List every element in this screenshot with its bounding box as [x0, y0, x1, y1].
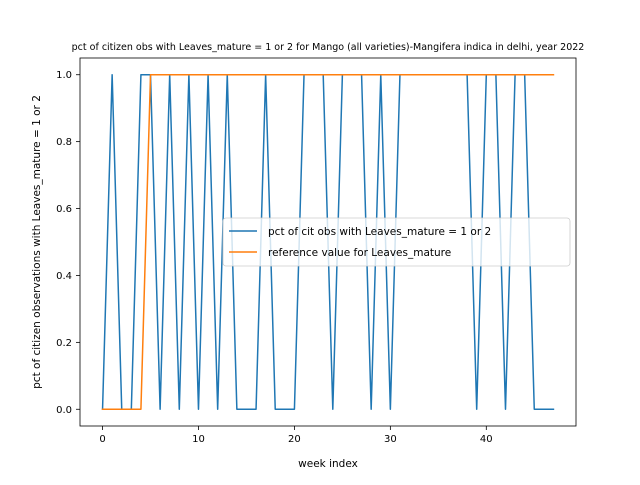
y-tick-label: 0.6: [56, 204, 72, 215]
plot-frame: [79, 57, 577, 427]
y-tick-label: 0.8: [56, 137, 72, 148]
legend: pct of cit obs with Leaves_mature = 1 or…: [222, 217, 571, 267]
chart-title: pct of citizen obs with Leaves_mature = …: [72, 42, 585, 53]
y-tick-label: 0.4: [56, 271, 72, 282]
legend-label-series-2: reference value for Leaves_mature: [268, 247, 451, 259]
x-tick-label: 0: [99, 434, 105, 445]
x-tick-label: 10: [192, 434, 205, 445]
y-tick-label: 0.0: [56, 405, 72, 416]
y-tick-label: 1.0: [56, 70, 72, 81]
y-axis-label: pct of citizen observations with Leaves_…: [31, 95, 43, 389]
x-axis-ticks: 0 10 20 30 40: [99, 426, 493, 445]
legend-label-series-1: pct of cit obs with Leaves_mature = 1 or…: [268, 226, 491, 238]
y-axis-ticks: 0.0 0.2 0.4 0.6 0.8 1.0: [56, 70, 80, 416]
x-axis-label: week index: [298, 458, 358, 470]
legend-box: [222, 217, 571, 267]
series-line-2: [101, 73, 555, 411]
x-tick-label: 30: [384, 434, 397, 445]
x-tick-label: 40: [480, 434, 493, 445]
y-tick-label: 0.2: [56, 338, 72, 349]
x-tick-label: 20: [288, 434, 301, 445]
